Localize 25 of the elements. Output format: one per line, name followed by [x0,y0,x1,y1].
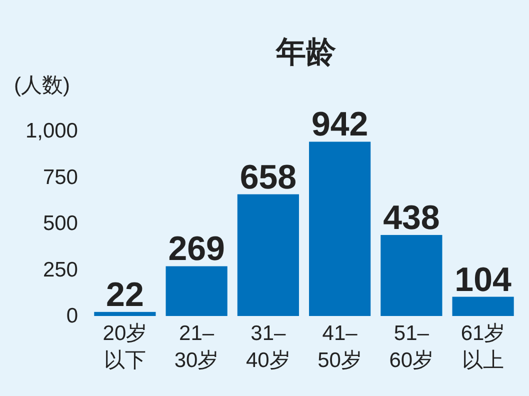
data-label: 658 [240,158,297,196]
data-label: 438 [383,198,440,237]
bar [237,194,299,316]
bar [380,234,442,316]
data-label: 22 [106,276,144,314]
x-tick-label: 31–40岁 [246,322,290,372]
bar [309,142,371,316]
bar [452,296,514,316]
y-tick-label: 250 [42,258,78,282]
x-tick-label: 61岁以上 [460,322,506,372]
y-tick-label: 1,000 [25,120,78,142]
bar [166,266,228,316]
chart-title: 年龄 [275,36,337,69]
x-tick-label: 51–60岁 [389,322,434,372]
data-label: 104 [454,260,512,299]
y-tick-label: 0 [66,304,78,328]
y-tick-label: 500 [42,212,78,235]
bar [94,312,156,316]
data-label: 942 [311,106,368,144]
y-tick-label: 750 [42,166,78,189]
x-tick-label: 21–30岁 [174,322,219,372]
data-label: 269 [168,230,225,268]
x-tick-label: 41–50岁 [318,322,362,372]
x-tick-label: 20岁以下 [102,322,148,372]
y-axis-title: (人数) [14,74,70,97]
